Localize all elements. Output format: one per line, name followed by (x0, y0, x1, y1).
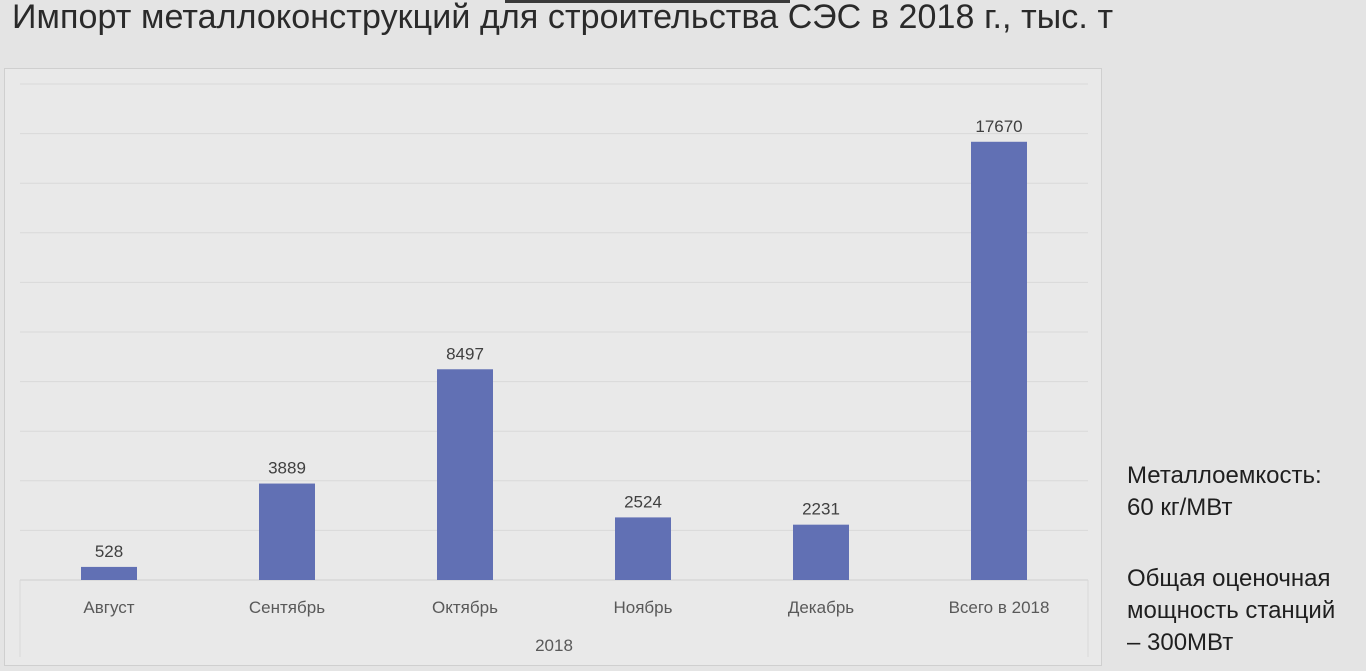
x-tick-label: Октябрь (432, 598, 498, 617)
note-line-4: мощность станций (1127, 597, 1336, 624)
slide-title: Импорт металлоконструкций для строительс… (12, 0, 1114, 36)
x-tick-label: Всего в 2018 (949, 598, 1050, 617)
data-label: 8497 (446, 344, 484, 363)
chart-area: 528 Август 3889 Сентябрь 8497 Октябрь 2524 Нояб… (4, 68, 1102, 666)
x-tick-label: Сентябрь (249, 598, 325, 617)
data-label: 2231 (802, 500, 840, 519)
note-line-1: Металлоемкость: (1127, 462, 1322, 489)
bar (81, 566, 137, 580)
bar (437, 369, 493, 580)
bar (615, 517, 671, 580)
capacity-note: Общая оценочная мощность станций – 300МВ… (1127, 563, 1363, 659)
data-label: 3889 (268, 459, 306, 478)
data-label: 2524 (624, 492, 662, 511)
note-line-2: 60 кг/МВт (1127, 494, 1233, 521)
bar (259, 483, 315, 580)
x-tick-label: Август (83, 598, 134, 617)
note-line-5: – 300МВт (1127, 629, 1234, 656)
data-label: 17670 (975, 117, 1022, 136)
metal-intensity-note: Металлоемкость: 60 кг/МВт (1127, 460, 1363, 524)
x-axis-label: 2018 (535, 636, 573, 655)
x-tick-label: Декабрь (788, 598, 854, 617)
bar (793, 524, 849, 580)
x-tick-label: Ноябрь (614, 598, 673, 617)
bar (971, 141, 1027, 580)
top-divider (505, 0, 790, 3)
bar-chart: 528 Август 3889 Сентябрь 8497 Октябрь 2524 Нояб… (19, 83, 1089, 657)
data-label: 528 (95, 542, 123, 561)
note-line-3: Общая оценочная (1127, 565, 1331, 592)
